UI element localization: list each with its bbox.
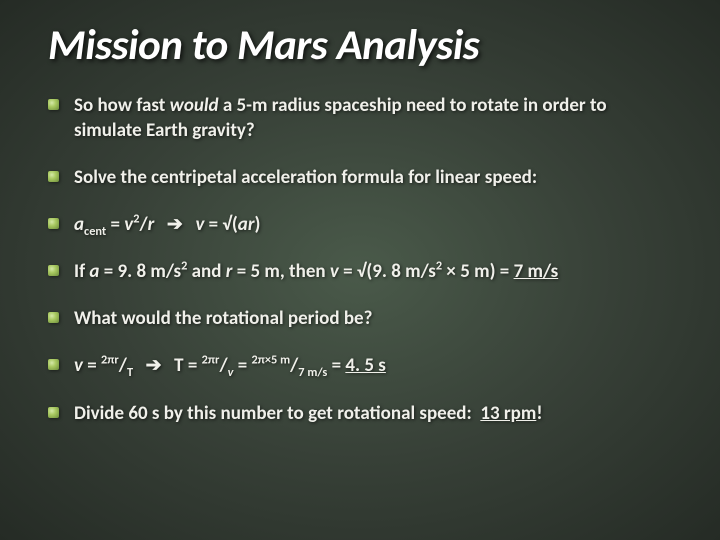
bullet-item: Divide 60 s by this number to get rotati… [48,401,678,426]
bullet-item: So how fast would a 5-m radius spaceship… [48,93,678,143]
bullet-item: acent = v2/r ➔ v = √(ar) [48,212,678,237]
bullet-item: What would the rotational period be? [48,306,678,331]
bullet-item: v = 2πr/T ➔ T = 2πr/v = 2π×5 m/7 m/s = 4… [48,353,678,378]
bullet-item: Solve the centripetal acceleration formu… [48,165,678,190]
slide-container: Mission to Mars Analysis So how fast wou… [0,0,720,540]
bullet-list: So how fast would a 5-m radius spaceship… [48,93,678,426]
bullet-item: If a = 9. 8 m/s2 and r = 5 m, then v = √… [48,259,678,284]
slide-title: Mission to Mars Analysis [48,18,678,71]
